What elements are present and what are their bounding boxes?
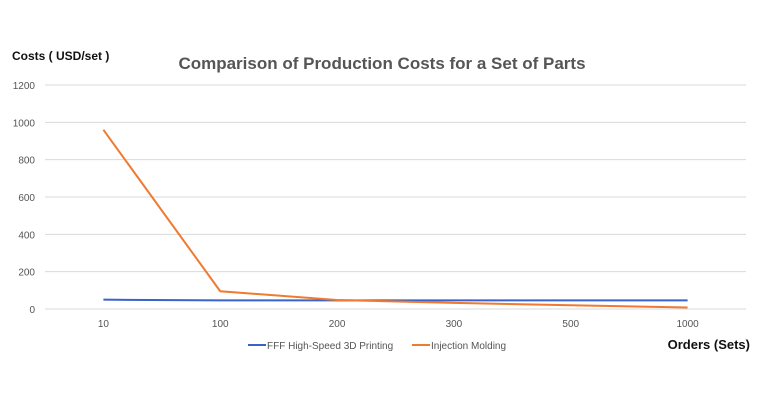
x-axis-label: Orders (Sets): [668, 337, 750, 352]
legend-label: Injection Molding: [431, 341, 506, 352]
series-line-1: [102, 129, 688, 309]
y-tick-label: 400: [18, 230, 35, 241]
x-tick-label: 300: [446, 319, 463, 330]
x-tick-label: 10: [98, 319, 110, 330]
series-line-0: [103, 298, 688, 302]
y-tick-label: 1000: [13, 118, 36, 129]
y-tick-label: 800: [18, 156, 35, 167]
x-tick-label: 1000: [676, 319, 699, 330]
x-tick-label: 500: [562, 319, 579, 330]
y-tick-label: 1200: [13, 81, 36, 92]
y-tick-label: 600: [18, 193, 35, 204]
y-tick-label: 200: [18, 268, 35, 279]
x-tick-label: 100: [212, 319, 229, 330]
chart-title: Comparison of Production Costs for a Set…: [178, 54, 585, 73]
y-axis-label: Costs ( USD/set ): [12, 49, 109, 63]
x-tick-label: 200: [329, 319, 346, 330]
legend-label: FFF High-Speed 3D Printing: [267, 341, 393, 352]
y-tick-label: 0: [29, 305, 35, 316]
